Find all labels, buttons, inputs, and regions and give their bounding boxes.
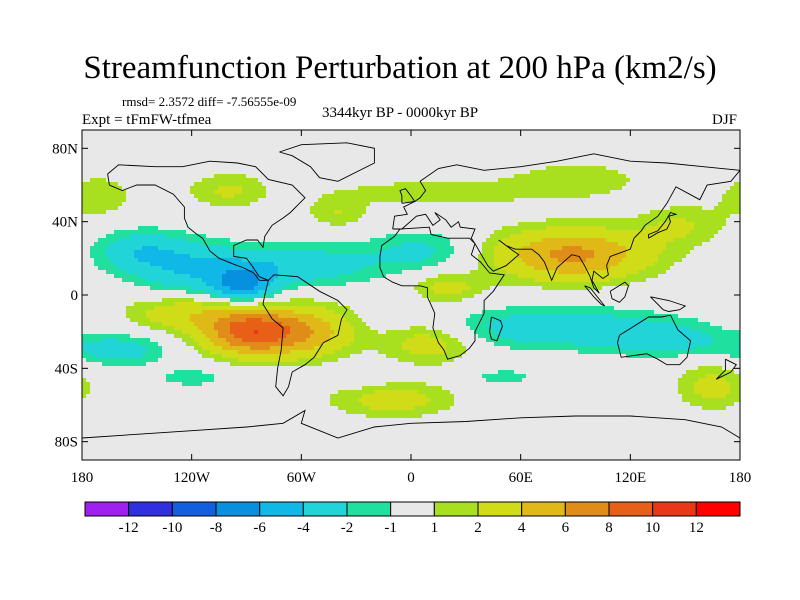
colorbar-box	[521, 501, 566, 517]
coast-north-america	[107, 160, 306, 281]
lat-tick-label: 40S	[55, 361, 78, 377]
colorbar-box	[390, 501, 435, 517]
coast-new-zealand	[715, 358, 737, 380]
coast-sumatra	[584, 285, 606, 307]
coast-antarctica	[82, 409, 740, 439]
coast-africa	[379, 226, 505, 360]
colorbar-box	[695, 501, 741, 517]
lon-tick-label: 120W	[173, 470, 211, 486]
colorbar-label: 4	[518, 520, 526, 536]
colorbar-label: 2	[474, 520, 482, 536]
colorbar-label: 8	[605, 520, 613, 536]
colorbar-label: -4	[297, 520, 310, 536]
lat-axis: 80N 40N 0 40S 80S	[52, 141, 740, 451]
coast-south-america	[262, 274, 348, 397]
coast-eurasia	[392, 153, 740, 294]
coast-new-guinea	[650, 296, 687, 312]
chart-title: Streamfunction Perturbation at 200 hPa (…	[83, 50, 717, 86]
colorbar-label: 10	[645, 520, 660, 536]
colorbar-box	[652, 501, 697, 517]
lon-tick-label: 180	[729, 470, 752, 486]
colorbar-box	[477, 501, 523, 517]
stats-label: rmsd= 2.3572 diff= -7.56555e-09	[122, 94, 297, 109]
experiment-label: Expt = tFmFW-tfmea	[82, 112, 212, 128]
lon-tick-label: 180	[71, 470, 94, 486]
lon-axis: 180 120W 60W 0 60E 120E 180	[71, 130, 752, 486]
colorbar-box	[564, 501, 610, 517]
colorbar-box	[128, 501, 173, 517]
colorbar: -12 -10 -8 -6 -4 -2 -1 1 2 4 6 8 10 12	[84, 501, 741, 536]
colorbar-label: -12	[119, 520, 139, 536]
colorbar-box	[171, 501, 217, 517]
colorbar-label: 12	[689, 520, 704, 536]
colorbar-box	[259, 501, 304, 517]
coast-borneo	[609, 281, 630, 303]
lat-tick-label: 0	[71, 288, 79, 304]
coast-madagascar	[489, 316, 503, 342]
period-label: 3344kyr BP - 0000kyr BP	[322, 105, 479, 121]
lat-tick-label: 80S	[55, 435, 78, 451]
coast-greenland	[279, 142, 375, 182]
lon-tick-label: 60E	[509, 470, 533, 486]
season-label: DJF	[712, 112, 738, 128]
lon-tick-label: 0	[407, 470, 415, 486]
colorbar-box	[346, 501, 392, 517]
colorbar-label: -10	[162, 520, 182, 536]
coast-australia	[617, 314, 692, 366]
colorbar-label: -1	[384, 520, 397, 536]
lon-tick-label: 120E	[614, 470, 646, 486]
colorbar-label: -2	[341, 520, 354, 536]
coastlines	[82, 142, 740, 439]
colorbar-label: -6	[253, 520, 266, 536]
lat-tick-label: 40N	[52, 215, 78, 231]
lon-tick-label: 60W	[287, 470, 317, 486]
colorbar-box	[433, 501, 479, 517]
colorbar-label: 1	[431, 520, 439, 536]
colorbar-box	[302, 501, 348, 517]
colorbar-label: 6	[562, 520, 570, 536]
lat-tick-label: 80N	[52, 141, 78, 157]
colorbar-box	[84, 501, 130, 517]
coast-britain	[399, 188, 416, 204]
coast-japan	[648, 211, 678, 239]
colorbar-box	[608, 501, 654, 517]
colorbar-label: -8	[210, 520, 223, 536]
streamfunction-field	[82, 130, 740, 460]
colorbar-box	[215, 501, 261, 517]
